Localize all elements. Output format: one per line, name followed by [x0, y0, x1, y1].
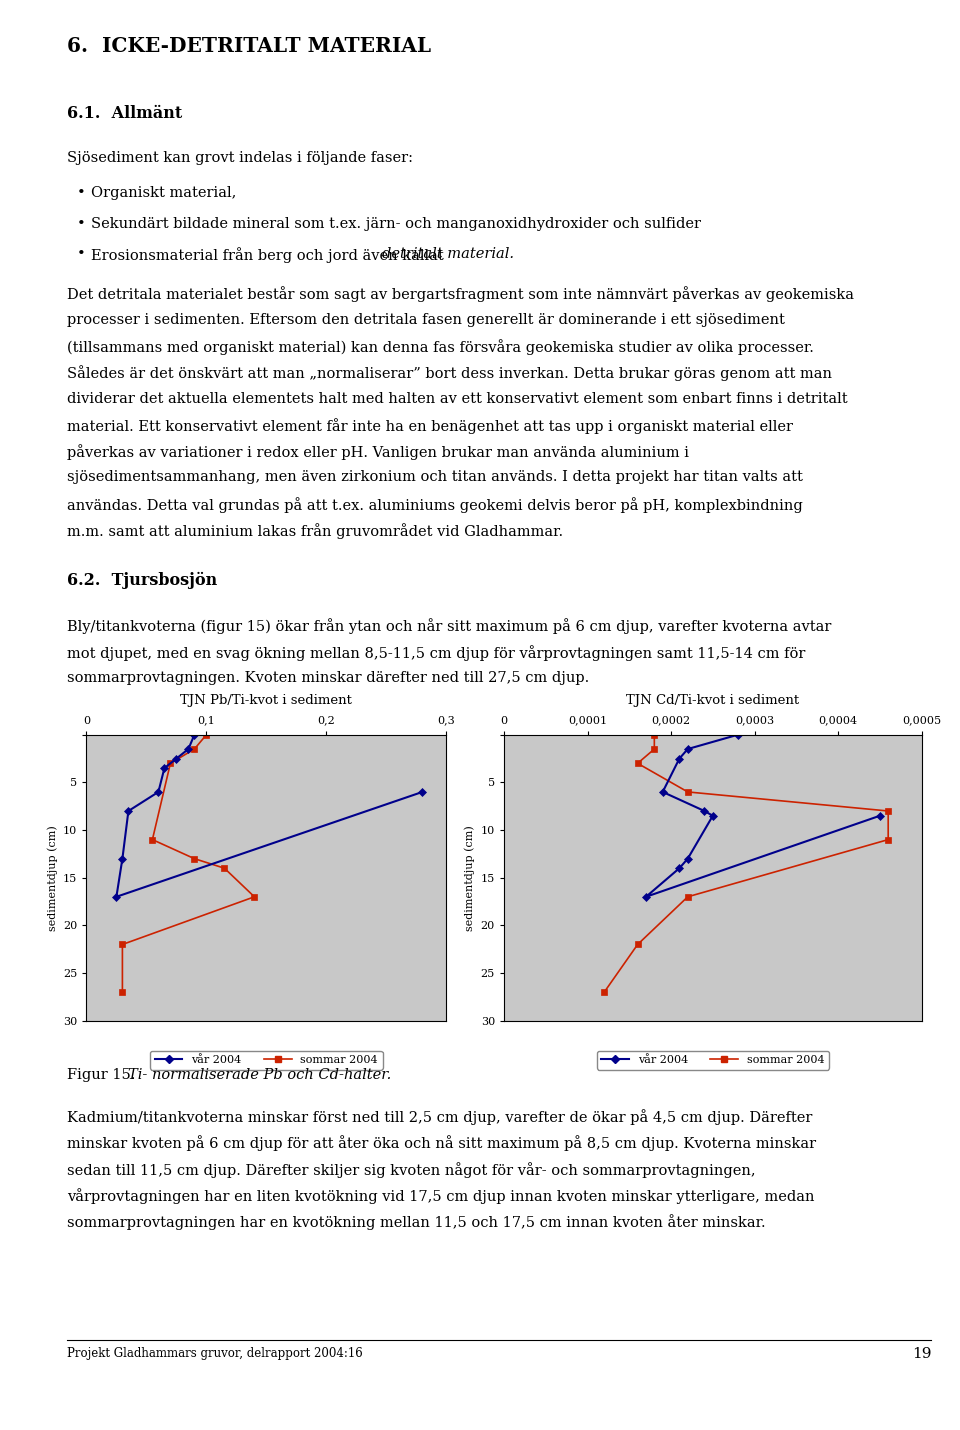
Title: TJN Cd/Ti-kvot i sediment: TJN Cd/Ti-kvot i sediment — [626, 694, 800, 708]
Text: m.m. samt att aluminium lakas från gruvområdet vid Gladhammar.: m.m. samt att aluminium lakas från gruvo… — [67, 523, 564, 539]
Text: Således är det önskvärt att man „normaliserar” bort dess inverkan. Detta brukar : Således är det önskvärt att man „normali… — [67, 365, 832, 382]
Text: (tillsammans med organiskt material) kan denna fas försvåra geokemiska studier a: (tillsammans med organiskt material) kan… — [67, 339, 814, 355]
Text: mot djupet, med en svag ökning mellan 8,5-11,5 cm djup för vårprovtagningen samt: mot djupet, med en svag ökning mellan 8,… — [67, 645, 805, 661]
Text: Organiskt material,: Organiskt material, — [91, 186, 236, 200]
Text: Sjösediment kan grovt indelas i följande faser:: Sjösediment kan grovt indelas i följande… — [67, 152, 413, 166]
Text: Det detritala materialet består som sagt av bergartsfragment som inte nämnvärt p: Det detritala materialet består som sagt… — [67, 286, 854, 302]
Text: material. Ett konservativt element får inte ha en benägenhet att tas upp i organ: material. Ett konservativt element får i… — [67, 418, 793, 433]
Text: 6.1.  Allmänt: 6.1. Allmänt — [67, 104, 182, 122]
Text: Figur 15.: Figur 15. — [67, 1068, 140, 1083]
Text: •: • — [77, 247, 85, 262]
Legend: vår 2004, sommar 2004: vår 2004, sommar 2004 — [151, 1051, 382, 1070]
Text: sommarprovtagningen. Kvoten minskar därefter ned till 27,5 cm djup.: sommarprovtagningen. Kvoten minskar däre… — [67, 671, 589, 685]
Text: sommarprovtagningen har en kvotökning mellan 11,5 och 17,5 cm innan kvoten åter : sommarprovtagningen har en kvotökning me… — [67, 1214, 766, 1230]
Text: minskar kvoten på 6 cm djup för att åter öka och nå sitt maximum på 8,5 cm djup.: minskar kvoten på 6 cm djup för att åter… — [67, 1135, 816, 1151]
Text: •: • — [77, 186, 85, 200]
Text: 6.2.  Tjursbosjön: 6.2. Tjursbosjön — [67, 572, 218, 589]
Text: 6.  ICKE-DETRITALT MATERIAL: 6. ICKE-DETRITALT MATERIAL — [67, 36, 431, 56]
Text: Ti- normaliserade Pb och Cd-halter.: Ti- normaliserade Pb och Cd-halter. — [128, 1068, 391, 1083]
Text: sedan till 11,5 cm djup. Därefter skiljer sig kvoten något för vår- och sommarpr: sedan till 11,5 cm djup. Därefter skilje… — [67, 1161, 756, 1178]
Text: Erosionsmaterial från berg och jord även kallat: Erosionsmaterial från berg och jord även… — [91, 247, 448, 263]
Text: •: • — [77, 216, 85, 230]
Text: 19: 19 — [912, 1347, 931, 1361]
Text: detritalt material.: detritalt material. — [381, 247, 514, 262]
Text: Bly/titankvoterna (figur 15) ökar från ytan och når sitt maximum på 6 cm djup, v: Bly/titankvoterna (figur 15) ökar från y… — [67, 619, 831, 635]
Text: dividerar det aktuella elementets halt med halten av ett konservativt element so: dividerar det aktuella elementets halt m… — [67, 392, 848, 406]
Y-axis label: sedimentdjup (cm): sedimentdjup (cm) — [47, 825, 58, 931]
Text: vårprovtagningen har en liten kvotökning vid 17,5 cm djup innan kvoten minskar y: vårprovtagningen har en liten kvotökning… — [67, 1188, 815, 1204]
Text: Sekundärt bildade mineral som t.ex. järn- och manganoxidhydroxider och sulfider: Sekundärt bildade mineral som t.ex. järn… — [91, 216, 701, 230]
Text: Kadmium/titankvoterna minskar först ned till 2,5 cm djup, varefter de ökar på 4,: Kadmium/titankvoterna minskar först ned … — [67, 1110, 812, 1125]
Text: processer i sedimenten. Eftersom den detritala fasen generellt är dominerande i : processer i sedimenten. Eftersom den det… — [67, 313, 785, 326]
Y-axis label: sedimentdjup (cm): sedimentdjup (cm) — [465, 825, 475, 931]
Text: användas. Detta val grundas på att t.ex. aluminiums geokemi delvis beror på pH, : användas. Detta val grundas på att t.ex.… — [67, 496, 803, 513]
Legend: vår 2004, sommar 2004: vår 2004, sommar 2004 — [597, 1051, 828, 1070]
Title: TJN Pb/Ti-kvot i sediment: TJN Pb/Ti-kvot i sediment — [180, 694, 352, 708]
Text: sjösedimentsammanhang, men även zirkonium och titan används. I detta projekt har: sjösedimentsammanhang, men även zirkoniu… — [67, 470, 804, 485]
Text: påverkas av variationer i redox eller pH. Vanligen brukar man använda aluminium : påverkas av variationer i redox eller pH… — [67, 445, 689, 460]
Text: Projekt Gladhammars gruvor, delrapport 2004:16: Projekt Gladhammars gruvor, delrapport 2… — [67, 1347, 363, 1360]
